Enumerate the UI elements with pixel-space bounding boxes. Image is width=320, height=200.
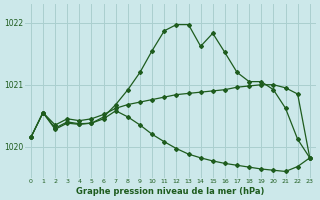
X-axis label: Graphe pression niveau de la mer (hPa): Graphe pression niveau de la mer (hPa) [76,187,265,196]
